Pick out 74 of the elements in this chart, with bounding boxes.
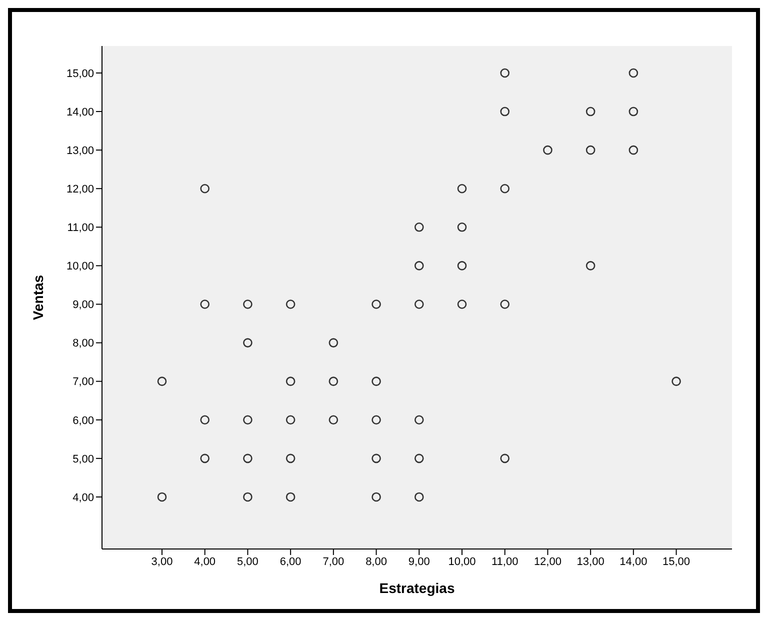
point xyxy=(157,492,167,502)
x-tick-label: 4,00 xyxy=(194,556,216,568)
x-tick-label: 3,00 xyxy=(151,556,173,568)
point xyxy=(414,492,424,502)
point xyxy=(243,338,252,348)
y-tick-label: 10,00 xyxy=(66,260,94,273)
point xyxy=(628,68,638,78)
point xyxy=(672,376,681,386)
x-axis-title: Estrategias xyxy=(379,580,455,596)
point xyxy=(286,492,296,502)
point xyxy=(414,454,424,464)
y-tick-label: 9,00 xyxy=(72,299,94,312)
point xyxy=(586,261,596,270)
x-tick-label: 8,00 xyxy=(366,556,387,568)
point xyxy=(372,300,381,309)
x-tick-label: 9,00 xyxy=(408,556,430,568)
point xyxy=(243,454,252,464)
point xyxy=(328,338,338,348)
point xyxy=(328,415,338,425)
point xyxy=(414,222,424,232)
y-tick-label: 14,00 xyxy=(66,106,94,118)
point xyxy=(372,376,381,386)
point xyxy=(286,376,296,386)
x-tick-label: 5,00 xyxy=(237,556,258,568)
point xyxy=(243,300,252,309)
point xyxy=(414,300,424,309)
point xyxy=(200,184,210,194)
point xyxy=(628,145,638,155)
point xyxy=(328,376,338,386)
point xyxy=(500,68,510,78)
point xyxy=(457,184,467,194)
y-tick-label: 13,00 xyxy=(66,144,94,157)
point xyxy=(500,454,510,464)
x-tick-label: 13,00 xyxy=(576,556,604,568)
point xyxy=(500,106,510,116)
point xyxy=(157,376,167,386)
point xyxy=(372,415,381,425)
point xyxy=(286,454,296,464)
point xyxy=(586,145,596,155)
x-tick-label: 15,00 xyxy=(662,556,690,568)
point xyxy=(372,492,381,502)
y-tick-label: 11,00 xyxy=(67,222,94,234)
point xyxy=(628,106,638,116)
y-tick-label: 15,00 xyxy=(66,68,94,80)
y-tick-label: 6,00 xyxy=(72,414,94,427)
point xyxy=(200,415,210,425)
point xyxy=(586,106,596,116)
point xyxy=(286,300,296,309)
point xyxy=(372,454,381,464)
point xyxy=(414,261,424,270)
y-tick-label: 4,00 xyxy=(72,492,94,504)
x-tick-label: 10,00 xyxy=(448,556,476,568)
point xyxy=(543,145,552,155)
point xyxy=(500,300,510,309)
y-tick-label: 7,00 xyxy=(72,376,94,388)
point xyxy=(243,492,252,502)
x-tick-label: 11,00 xyxy=(492,556,518,568)
y-tick-label: 8,00 xyxy=(72,338,94,350)
x-tick-label: 6,00 xyxy=(280,556,302,568)
x-tick-label: 14,00 xyxy=(620,556,648,568)
point xyxy=(200,454,210,464)
point xyxy=(414,415,424,425)
y-axis-title: Ventas xyxy=(30,274,46,320)
y-tick-label: 5,00 xyxy=(72,453,94,466)
x-tick-label: 7,00 xyxy=(322,556,344,568)
y-tick-label: 12,00 xyxy=(66,184,94,196)
point xyxy=(200,300,210,309)
x-tick-label: 12,00 xyxy=(534,556,562,568)
point xyxy=(286,415,296,425)
point xyxy=(243,415,252,425)
point xyxy=(500,184,510,194)
point xyxy=(457,222,467,232)
point xyxy=(457,261,467,270)
point xyxy=(457,300,467,309)
